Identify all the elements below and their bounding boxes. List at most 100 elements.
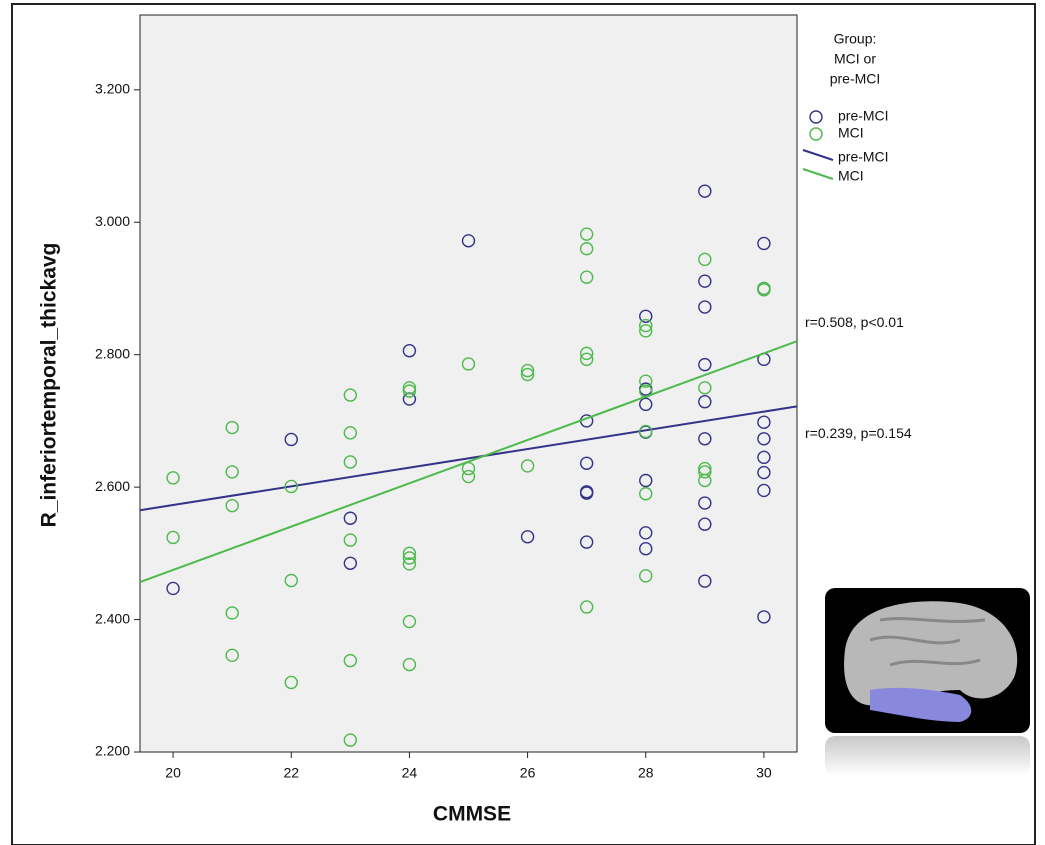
point (343, 426, 358, 440)
point (225, 606, 239, 620)
brain-region (870, 687, 972, 722)
point (520, 367, 535, 382)
point (520, 459, 535, 473)
x-axis-title: CMMSE (433, 803, 511, 826)
x-tick-label: 24 (402, 765, 418, 781)
legend-title: pre-MCI (830, 71, 881, 87)
point (757, 236, 771, 251)
image-reflection (825, 736, 1030, 776)
x-tick-label: 22 (283, 765, 299, 781)
point (225, 648, 239, 663)
point (579, 485, 594, 499)
y-tick-label: 2.200 (95, 743, 130, 759)
point (579, 535, 594, 549)
legend-title: MCI or (834, 51, 876, 67)
fit-annotation: r=0.508, p<0.01 (805, 314, 904, 330)
y-tick-label: 2.600 (95, 478, 130, 494)
point (402, 551, 417, 565)
point (402, 384, 417, 398)
point (343, 733, 358, 747)
y-tick-label: 3.200 (95, 81, 130, 97)
y-tick-label: 3.000 (95, 213, 130, 229)
point (757, 465, 771, 480)
point (757, 483, 771, 498)
legend-label: MCI (838, 125, 864, 141)
point (402, 557, 417, 571)
point (166, 581, 180, 596)
point (579, 242, 594, 256)
point (698, 473, 712, 488)
legend-marker (809, 127, 823, 141)
point (698, 465, 712, 479)
point (343, 511, 358, 525)
point (402, 614, 417, 629)
point (757, 283, 771, 297)
point (639, 424, 653, 439)
y-axis-title: R_inferiortemporal_thickavg (38, 243, 61, 528)
point (461, 234, 476, 248)
point (284, 479, 298, 494)
x-tick-label: 26 (520, 765, 536, 781)
x-tick-label: 28 (638, 765, 654, 781)
point (757, 432, 771, 446)
point (639, 526, 653, 540)
y-tick-label: 2.800 (95, 345, 130, 361)
fit-line (139, 405, 798, 512)
point (639, 324, 653, 338)
point (757, 450, 771, 465)
point (402, 344, 417, 358)
point (343, 556, 358, 570)
point (698, 395, 712, 409)
point (698, 432, 712, 446)
point (757, 610, 771, 624)
point (402, 392, 417, 406)
point (166, 471, 180, 485)
point (639, 542, 653, 556)
x-tick-label: 30 (756, 765, 772, 781)
point (698, 300, 712, 314)
fit-annotation: r=0.239, p=0.154 (805, 425, 912, 441)
point (698, 274, 712, 288)
point (343, 533, 358, 547)
point (225, 465, 239, 479)
point (698, 574, 712, 588)
point (461, 469, 476, 484)
legend-line (802, 168, 834, 180)
point (343, 455, 358, 469)
point (579, 600, 594, 614)
brain-image (825, 588, 1030, 776)
legend-marker (809, 110, 823, 124)
point (461, 461, 476, 476)
point (639, 569, 653, 583)
point (698, 517, 712, 531)
point (520, 530, 535, 544)
point (579, 352, 594, 367)
point (639, 384, 653, 398)
legend-label: pre-MCI (838, 149, 889, 165)
point (579, 346, 594, 361)
point (284, 675, 298, 690)
legend-title: Group: (834, 31, 877, 47)
point (639, 374, 653, 388)
point (639, 318, 653, 333)
point (698, 381, 712, 395)
y-tick-label: 2.400 (95, 610, 130, 626)
brain-folds (869, 617, 986, 667)
fit-line (139, 340, 798, 583)
point (639, 309, 653, 323)
legend-label: MCI (838, 168, 864, 184)
point (698, 357, 712, 372)
point (639, 397, 653, 412)
point (225, 420, 239, 435)
point (698, 252, 712, 267)
plot-area (139, 14, 798, 753)
point (520, 363, 535, 378)
point (579, 270, 594, 284)
point (284, 573, 298, 588)
legend-line (802, 149, 834, 161)
point (461, 357, 476, 371)
point (698, 184, 712, 198)
frame (11, 3, 1036, 845)
point (166, 530, 180, 545)
